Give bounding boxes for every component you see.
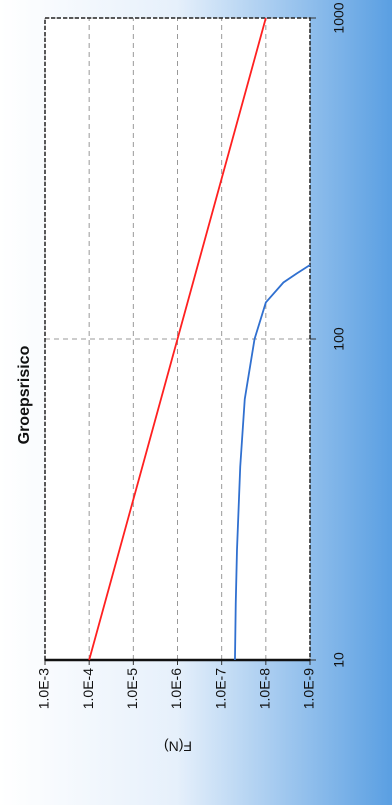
chart-title: Groepsrisico	[16, 345, 33, 444]
y-tick-label: 1.0E-8	[257, 668, 273, 709]
series-line	[88, 17, 267, 661]
y-tick-label: 1.0E-9	[301, 668, 317, 709]
y-tick-label: 1.0E-7	[212, 668, 228, 709]
y-tick-label: 1.0E-4	[80, 668, 96, 709]
y-tick-label: 1.0E-6	[168, 668, 184, 709]
x-tick-label: 10	[331, 652, 347, 668]
series-line	[234, 264, 311, 661]
x-tick-label: 1000	[331, 2, 347, 33]
y-axis-label: F(N)	[164, 738, 192, 754]
y-tick-label: 1.0E-5	[124, 668, 140, 709]
y-tick-label: 1.0E-3	[36, 668, 52, 709]
x-tick-label: 100	[331, 327, 347, 351]
